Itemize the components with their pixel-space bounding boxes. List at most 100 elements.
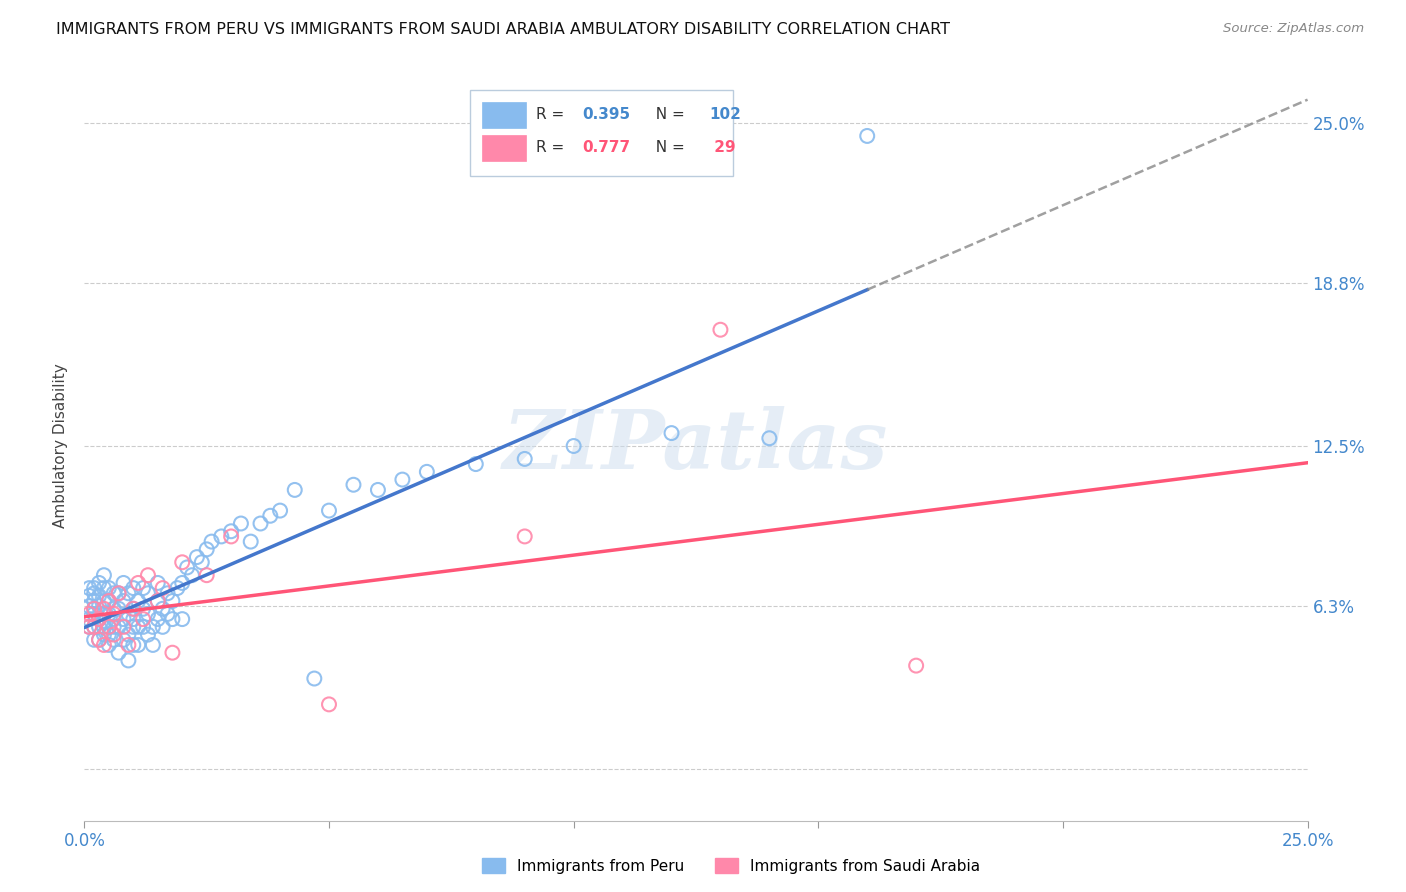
Point	[318, 698, 340, 712]
Point	[122, 638, 145, 652]
Point	[249, 516, 271, 531]
Point	[77, 607, 100, 621]
Point	[93, 607, 115, 621]
Point	[107, 646, 129, 660]
Point	[132, 620, 155, 634]
Text: Source: ZipAtlas.com: Source: ZipAtlas.com	[1223, 22, 1364, 36]
Point	[107, 586, 129, 600]
Point	[83, 620, 105, 634]
Point	[856, 128, 879, 143]
Point	[195, 568, 218, 582]
Point	[219, 524, 242, 539]
Text: N =: N =	[645, 140, 689, 155]
Point	[103, 612, 125, 626]
Point	[229, 516, 252, 531]
Point	[87, 612, 110, 626]
Point	[83, 594, 105, 608]
Point	[87, 612, 110, 626]
Text: IMMIGRANTS FROM PERU VS IMMIGRANTS FROM SAUDI ARABIA AMBULATORY DISABILITY CORRE: IMMIGRANTS FROM PERU VS IMMIGRANTS FROM …	[56, 22, 950, 37]
Y-axis label: Ambulatory Disability: Ambulatory Disability	[53, 364, 69, 528]
Point	[239, 534, 262, 549]
Point	[83, 601, 105, 615]
Point	[709, 323, 731, 337]
Point	[127, 576, 149, 591]
Text: R =: R =	[536, 107, 569, 122]
Point	[342, 477, 364, 491]
Point	[93, 615, 115, 629]
Point	[122, 620, 145, 634]
Point	[172, 612, 194, 626]
Point	[93, 568, 115, 582]
FancyBboxPatch shape	[482, 102, 526, 128]
Point	[77, 581, 100, 595]
Point	[162, 612, 184, 626]
Point	[93, 627, 115, 641]
Point	[112, 594, 135, 608]
Point	[162, 646, 184, 660]
Point	[132, 581, 155, 595]
Point	[758, 431, 780, 445]
Point	[112, 632, 135, 647]
Point	[142, 620, 165, 634]
Point	[87, 576, 110, 591]
Point	[97, 620, 120, 634]
Point	[122, 612, 145, 626]
FancyBboxPatch shape	[482, 135, 526, 161]
Point	[219, 529, 242, 543]
Point	[87, 620, 110, 634]
Text: ZIPatlas: ZIPatlas	[503, 406, 889, 486]
Point	[132, 612, 155, 626]
Point	[200, 534, 222, 549]
Point	[97, 638, 120, 652]
Point	[127, 638, 149, 652]
Point	[97, 581, 120, 595]
Point	[103, 586, 125, 600]
Point	[77, 620, 100, 634]
Point	[117, 627, 139, 641]
Point	[152, 581, 174, 595]
Point	[107, 586, 129, 600]
Point	[156, 586, 179, 600]
Point	[464, 457, 486, 471]
Point	[136, 568, 159, 582]
Legend: Immigrants from Peru, Immigrants from Saudi Arabia: Immigrants from Peru, Immigrants from Sa…	[475, 852, 987, 880]
Text: 29: 29	[710, 140, 737, 155]
Point	[513, 529, 536, 543]
Text: N =: N =	[645, 107, 689, 122]
Point	[136, 586, 159, 600]
Point	[97, 620, 120, 634]
Point	[162, 594, 184, 608]
Point	[93, 638, 115, 652]
Point	[93, 620, 115, 634]
Point	[142, 638, 165, 652]
Text: 0.395: 0.395	[582, 107, 630, 122]
Point	[87, 589, 110, 603]
Point	[166, 581, 188, 595]
Point	[416, 465, 439, 479]
Point	[83, 607, 105, 621]
Point	[97, 594, 120, 608]
Point	[136, 627, 159, 641]
Point	[77, 589, 100, 603]
Point	[132, 601, 155, 615]
Point	[191, 555, 214, 569]
Point	[97, 627, 120, 641]
Point	[93, 594, 115, 608]
Point	[284, 483, 307, 497]
Point	[83, 601, 105, 615]
Point	[905, 658, 928, 673]
Point	[367, 483, 389, 497]
Point	[77, 599, 100, 614]
Point	[93, 601, 115, 615]
Point	[83, 586, 105, 600]
Point	[562, 439, 585, 453]
Point	[112, 576, 135, 591]
Point	[93, 581, 115, 595]
Point	[117, 586, 139, 600]
Point	[83, 632, 105, 647]
Point	[122, 601, 145, 615]
Point	[117, 638, 139, 652]
Point	[103, 627, 125, 641]
Text: R =: R =	[536, 140, 569, 155]
Point	[156, 607, 179, 621]
